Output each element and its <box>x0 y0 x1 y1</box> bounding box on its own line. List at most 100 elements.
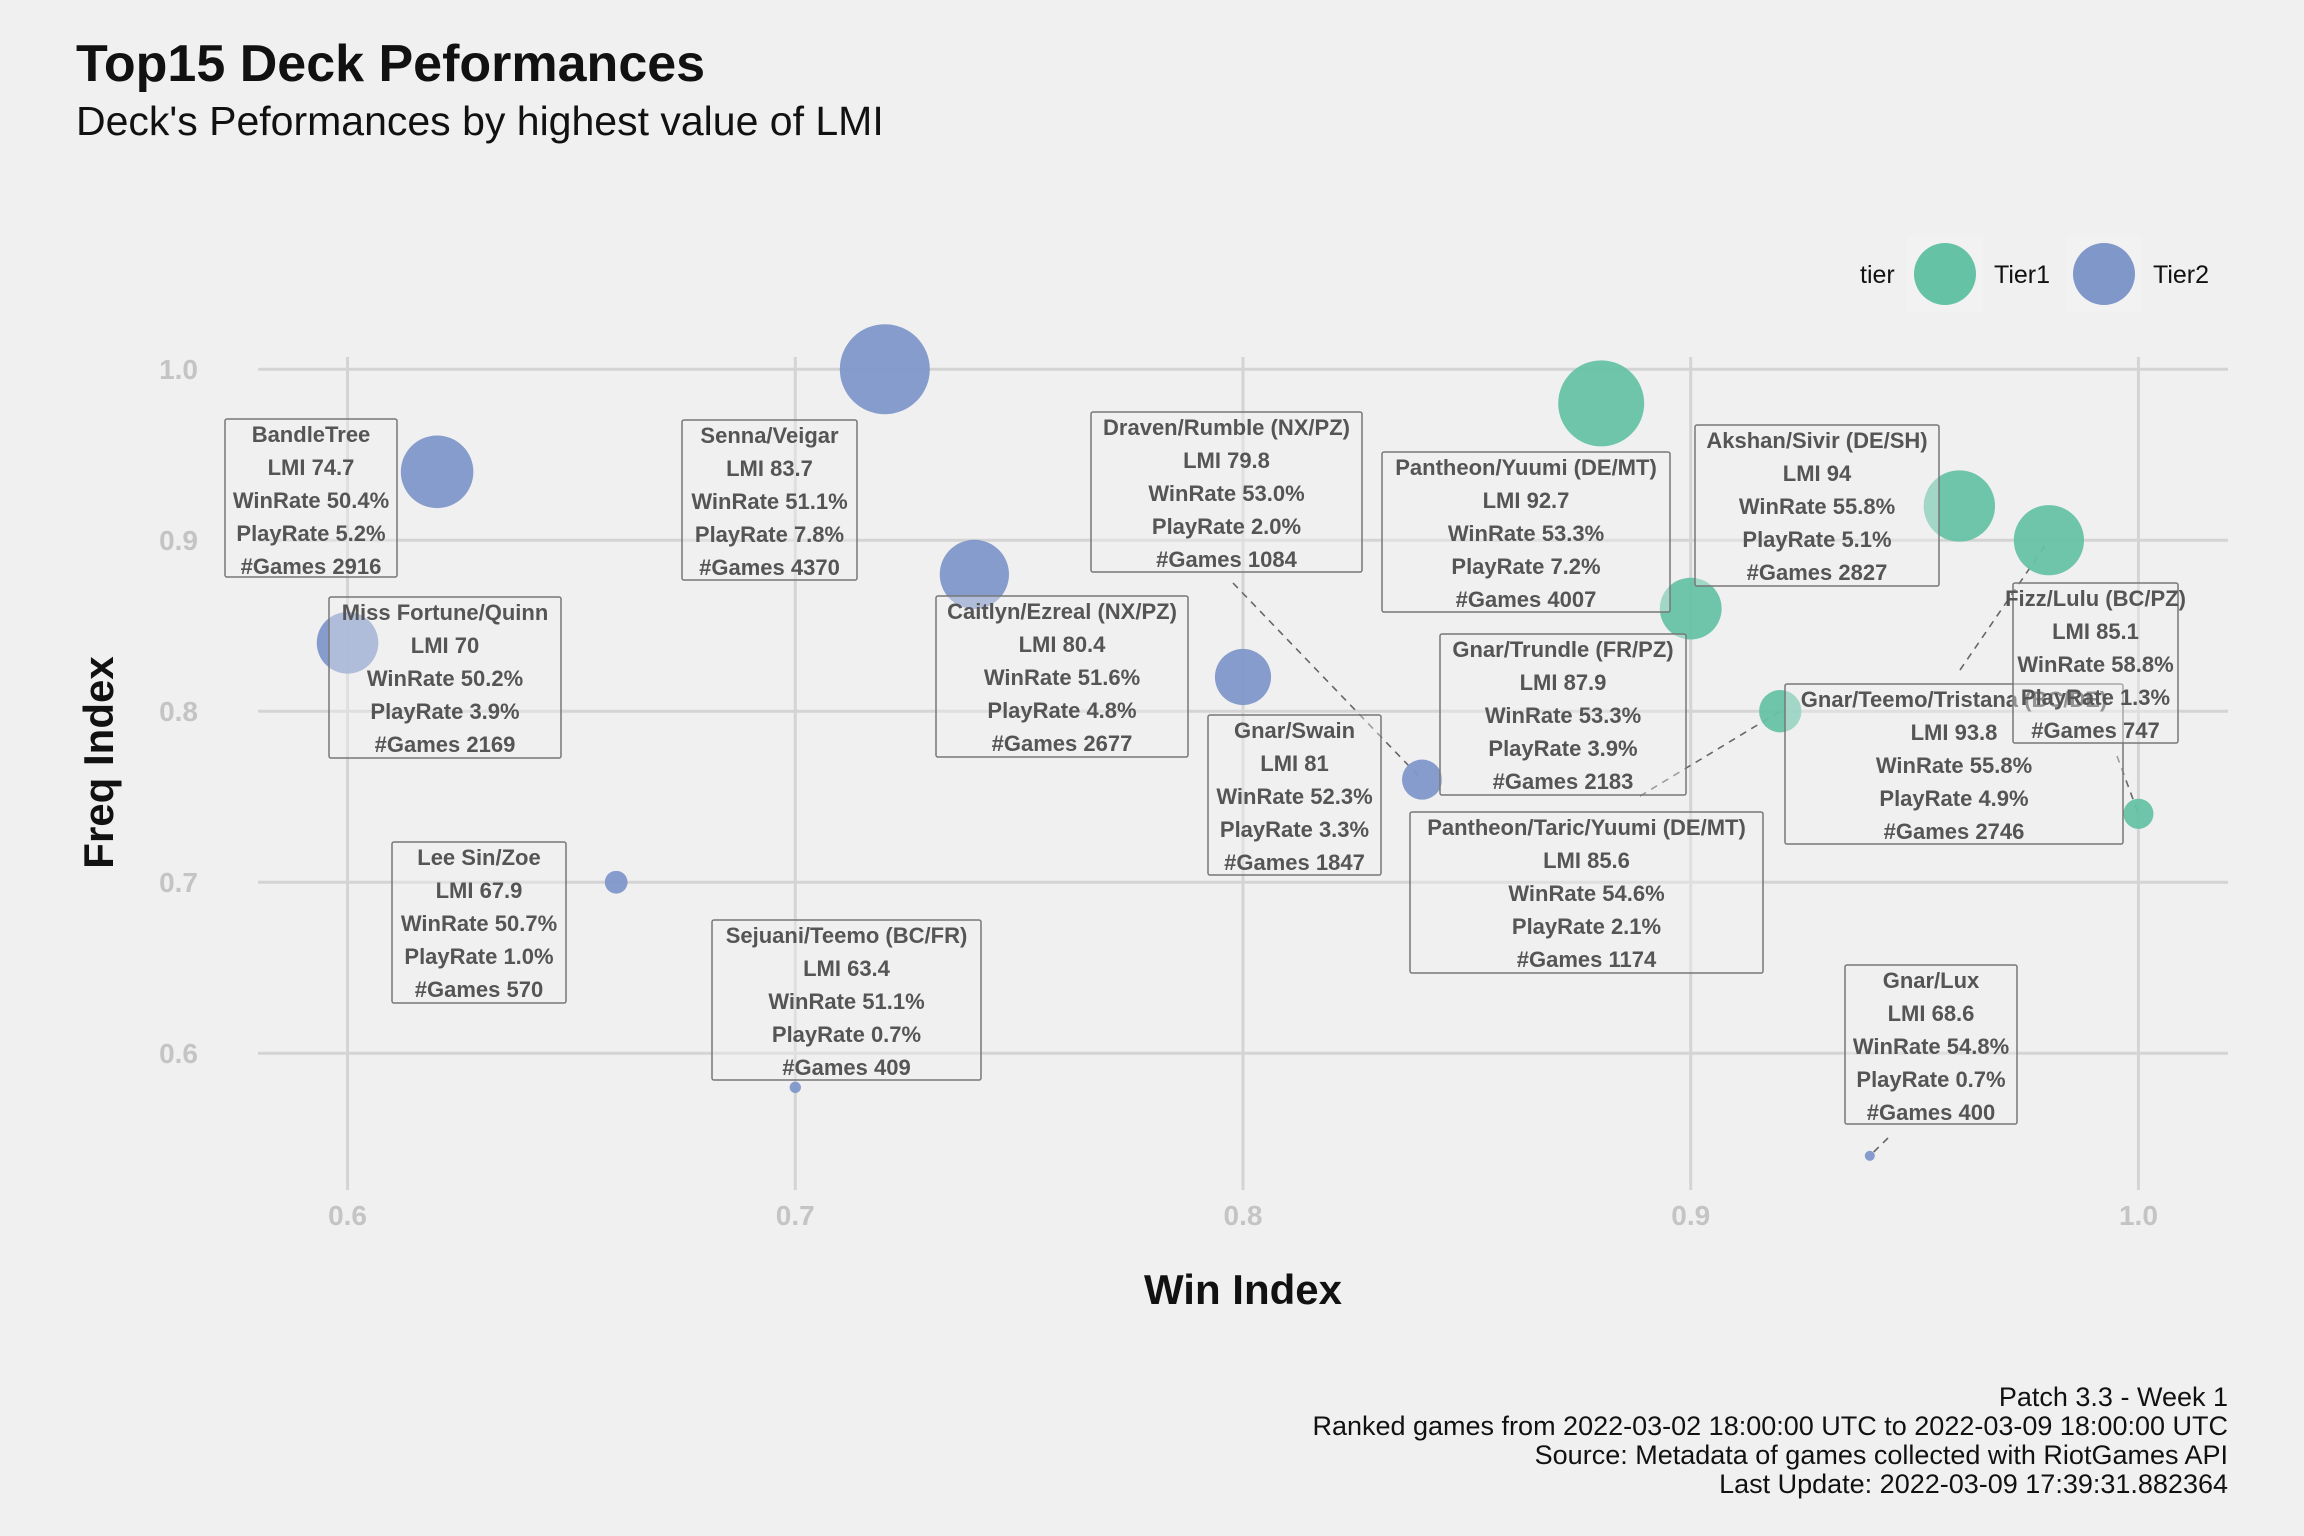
data-label-text: PlayRate 3.9% <box>370 699 519 724</box>
data-label-text: WinRate 52.3% <box>1216 784 1372 809</box>
caption-line-update: Last Update: 2022-03-09 17:39:31.882364 <box>1719 1469 2228 1499</box>
data-label-text: #Games 400 <box>1867 1100 1995 1125</box>
data-point <box>1402 759 1443 800</box>
data-label-text: PlayRate 0.7% <box>772 1022 921 1047</box>
data-label-text: WinRate 51.6% <box>984 665 1140 690</box>
caption-line-source: Source: Metadata of games collected with… <box>1534 1440 2228 1470</box>
data-label-text: #Games 1084 <box>1156 547 1297 572</box>
data-label-box <box>2012 582 2179 744</box>
y-tick-label: 1.0 <box>159 354 198 385</box>
data-label: Gnar/Trundle (FR/PZ) LMI 87.9 WinRate 53.3… <box>1439 633 1687 796</box>
data-label-box <box>391 841 567 1004</box>
data-label-text: WinRate 53.3% <box>1485 703 1641 728</box>
chart-caption: Patch 3.3 - Week 1 Ranked games from 202… <box>1312 1383 2228 1499</box>
data-point <box>789 1081 801 1094</box>
caption-line-range: Ranked games from 2022-03-02 18:00:00 UT… <box>1312 1411 2228 1441</box>
data-label-text: WinRate 51.1% <box>691 489 847 514</box>
data-label-text: #Games 2827 <box>1747 560 1888 585</box>
data-label: Miss Fortune/Quinn LMI 70 WinRate 50.2% Pla… <box>328 596 562 759</box>
data-label-box <box>711 919 982 1081</box>
data-label-text: #Games 2677 <box>992 731 1133 756</box>
data-label-text: WinRate 54.8% <box>1853 1034 2009 1059</box>
data-point <box>1659 577 1722 640</box>
x-tick-label: 1.0 <box>2119 1200 2158 1231</box>
data-label-text: LMI 74.7 <box>268 455 355 480</box>
data-label-text: PlayRate 4.8% <box>987 698 1136 723</box>
data-label-box <box>1844 964 2018 1125</box>
data-label: Akshan/Sivir (DE/SH) LMI 94 WinRate 55.8% P… <box>1694 424 1940 587</box>
data-label-text: BandleTree <box>252 422 371 447</box>
data-point <box>1923 470 1996 542</box>
data-label-text: #Games 2916 <box>241 554 382 579</box>
data-label-text: LMI 83.7 <box>726 456 813 481</box>
data-label-text: LMI 92.7 <box>1483 488 1570 513</box>
data-label-box <box>1409 811 1764 974</box>
data-label-text: LMI 63.4 <box>803 956 891 981</box>
data-label: Pantheon/Taric/Yuumi (DE/MT) LMI 85.6 WinR… <box>1409 811 1764 974</box>
data-label-text: Fizz/Lulu (BC/PZ) <box>2005 586 2186 611</box>
legend-title: tier <box>1860 261 1895 289</box>
data-label-text: WinRate 55.8% <box>1739 494 1895 519</box>
y-tick-label: 0.7 <box>159 867 198 898</box>
data-label-box <box>1090 411 1363 573</box>
data-label-box <box>1784 683 2124 845</box>
leader-line <box>2116 755 2140 815</box>
x-tick-label: 0.8 <box>1224 1200 1263 1231</box>
data-point <box>2123 798 2154 829</box>
data-point <box>1214 648 1272 706</box>
bubbles <box>316 324 2154 1161</box>
data-label-text: WinRate 50.4% <box>233 488 389 513</box>
legend-key <box>2073 243 2135 305</box>
data-label-text: LMI 93.8 <box>1911 720 1998 745</box>
data-label-text: #Games 1847 <box>1224 850 1365 875</box>
data-label-text: Draven/Rumble (NX/PZ) <box>1103 415 1350 440</box>
data-label-text: Miss Fortune/Quinn <box>342 600 549 625</box>
data-label-text: WinRate 53.3% <box>1448 521 1604 546</box>
data-label-text: PlayRate 2.1% <box>1512 914 1661 939</box>
data-label-text: Caitlyn/Ezreal (NX/PZ) <box>947 599 1177 624</box>
data-label: Gnar/Swain LMI 81 WinRate 52.3% PlayRate 3.… <box>1207 714 1382 876</box>
data-label: Pantheon/Yuumi (DE/MT) LMI 92.7 WinRate 53… <box>1381 451 1671 613</box>
data-label-text: LMI 67.9 <box>436 878 523 903</box>
data-label-text: #Games 2746 <box>1884 819 2025 844</box>
leader-line <box>1639 710 1781 797</box>
data-point <box>1759 690 1802 733</box>
data-label-text: LMI 85.6 <box>1543 848 1630 873</box>
data-label: BandleTree LMI 74.7 WinRate 50.4% PlayRate … <box>224 418 398 579</box>
data-point <box>939 539 1009 610</box>
data-label-text: #Games 4007 <box>1456 587 1597 612</box>
y-tick-label: 0.8 <box>159 696 198 727</box>
legend: tier Tier1 Tier2 <box>1860 236 2209 312</box>
data-label-text: WinRate 53.0% <box>1148 481 1304 506</box>
data-label-text: WinRate 55.8% <box>1876 753 2032 778</box>
x-axis-title: Win Index <box>1144 1266 1343 1313</box>
legend-label: Tier1 <box>1994 261 2050 289</box>
data-label-text: Pantheon/Taric/Yuumi (DE/MT) <box>1427 815 1746 840</box>
data-label-text: LMI 70 <box>411 633 479 658</box>
data-label-text: PlayRate 7.2% <box>1451 554 1600 579</box>
data-label-text: PlayRate 0.7% <box>1856 1067 2005 1092</box>
chart-title: Top15 Deck Peformances <box>76 35 706 93</box>
legend-key <box>1914 243 1976 305</box>
data-point <box>316 612 379 674</box>
data-label-text: PlayRate 4.9% <box>1879 786 2028 811</box>
data-label-text: LMI 79.8 <box>1183 448 1270 473</box>
data-label: Fizz/Lulu (BC/PZ) LMI 85.1 WinRate 58.8% Pl… <box>2005 582 2186 744</box>
data-label-text: Gnar/Swain <box>1234 718 1355 743</box>
data-label-text: #Games 747 <box>2031 718 2159 743</box>
y-axis-title: Freq Index <box>75 656 122 869</box>
data-label: Caitlyn/Ezreal (NX/PZ) LMI 80.4 WinRate 51… <box>935 595 1189 758</box>
data-label: Sejuani/Teemo (BC/FR) LMI 63.4 WinRate 51.… <box>711 919 982 1081</box>
data-label-box <box>935 595 1189 758</box>
data-label-box <box>681 419 858 581</box>
data-label-box <box>1694 424 1940 587</box>
x-tick-label: 0.7 <box>776 1200 815 1231</box>
data-label: Gnar/Teemo/Tristana (BC/DE) LMI 93.8 WinRa… <box>1784 683 2124 845</box>
annotations: BandleTree LMI 74.7 WinRate 50.4% PlayRate … <box>224 411 2186 1125</box>
data-label-text: #Games 2183 <box>1493 769 1634 794</box>
data-label-text: PlayRate 1.0% <box>404 944 553 969</box>
y-tick-label: 0.6 <box>159 1038 198 1069</box>
data-point <box>1864 1150 1875 1161</box>
data-label-text: Gnar/Lux <box>1883 968 1980 993</box>
